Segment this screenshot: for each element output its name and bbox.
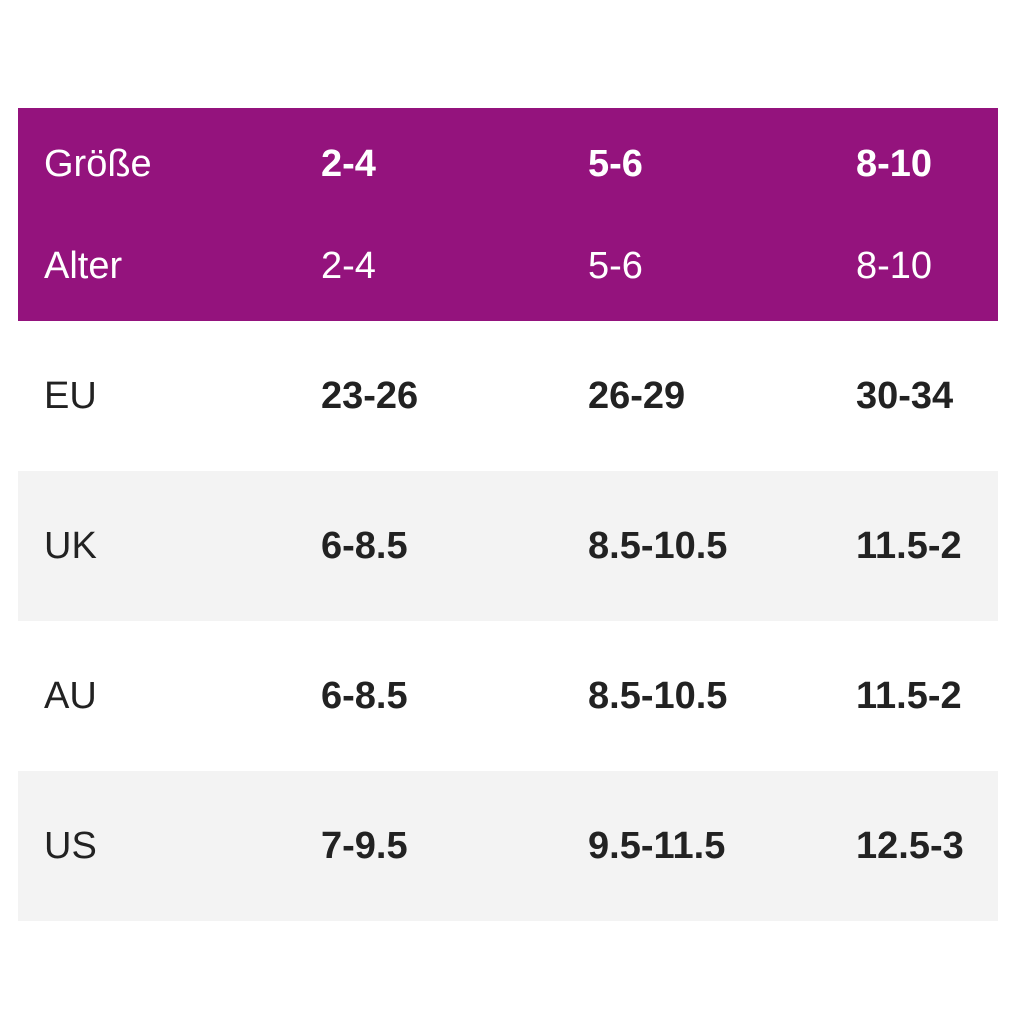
table-cell: 7-9.5 (321, 824, 408, 867)
table-cell: 23-26 (321, 374, 419, 417)
table-cell: 26-29 (588, 374, 686, 417)
size-col-3: 8-10 (856, 142, 933, 185)
table-cell: 9.5-11.5 (588, 824, 726, 867)
table-cell: 12.5-3 (856, 824, 964, 867)
size-col-2: 5-6 (588, 142, 643, 185)
table-cell: 11.5-2 (856, 524, 962, 567)
size-label: Größe (44, 142, 152, 185)
table-row-eu: EU 23-26 26-29 30-34 (18, 321, 998, 471)
table-cell: 8.5-10.5 (588, 674, 728, 717)
table-row-us: US 7-9.5 9.5-11.5 12.5-3 (18, 771, 998, 921)
table-cell: 30-34 (856, 374, 954, 417)
age-col-2: 5-6 (588, 244, 643, 287)
size-chart-table: Größe 2-4 5-6 8-10 Alter 2-4 5-6 8-10 EU… (18, 108, 998, 921)
table-row-uk: UK 6-8.5 8.5-10.5 11.5-2 (18, 471, 998, 621)
table-row-au: AU 6-8.5 8.5-10.5 11.5-2 (18, 621, 998, 771)
row-label: US (44, 824, 97, 867)
row-label: UK (44, 524, 97, 567)
table-header: Größe 2-4 5-6 8-10 Alter 2-4 5-6 8-10 (18, 108, 998, 321)
table-cell: 11.5-2 (856, 674, 962, 717)
row-label: EU (44, 374, 97, 417)
table-cell: 6-8.5 (321, 524, 408, 567)
table-cell: 8.5-10.5 (588, 524, 728, 567)
header-size-row: Größe 2-4 5-6 8-10 (18, 134, 998, 194)
table-body: EU 23-26 26-29 30-34 UK 6-8.5 8.5-10.5 1… (18, 321, 998, 921)
header-age-row: Alter 2-4 5-6 8-10 (18, 236, 998, 296)
age-col-3: 8-10 (856, 244, 933, 287)
age-label: Alter (44, 244, 123, 287)
table-cell: 6-8.5 (321, 674, 408, 717)
size-col-1: 2-4 (321, 142, 376, 185)
age-col-1: 2-4 (321, 244, 376, 287)
row-label: AU (44, 674, 97, 717)
